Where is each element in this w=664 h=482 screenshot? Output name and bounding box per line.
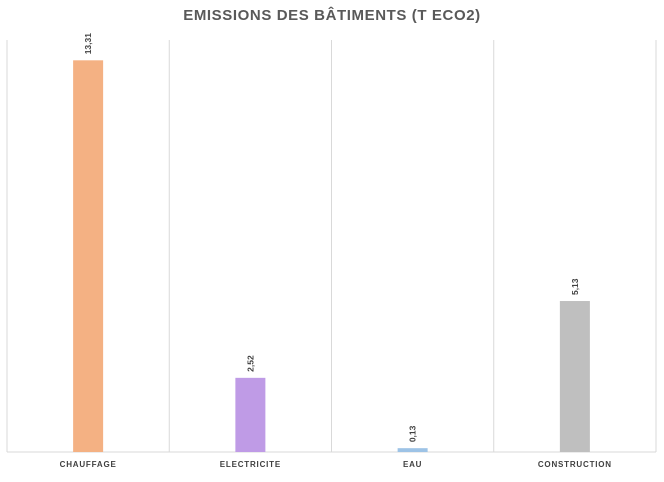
data-label: 0,13 (408, 425, 418, 442)
data-label: 2,52 (245, 355, 255, 372)
bar-electricite (235, 377, 266, 452)
bar-chauffage (73, 60, 104, 452)
chart-title: EMISSIONS DES BÂTIMENTS (T ECO2) (183, 7, 481, 24)
category-label: CONSTRUCTION (538, 460, 612, 469)
data-label: 13,31 (83, 33, 93, 55)
data-label: 5,13 (570, 278, 580, 295)
bar-construction (559, 301, 590, 452)
category-label: ELECTRICITE (220, 460, 281, 469)
category-label: EAU (403, 460, 422, 469)
bar-eau (397, 448, 428, 452)
category-label: CHAUFFAGE (60, 460, 117, 469)
